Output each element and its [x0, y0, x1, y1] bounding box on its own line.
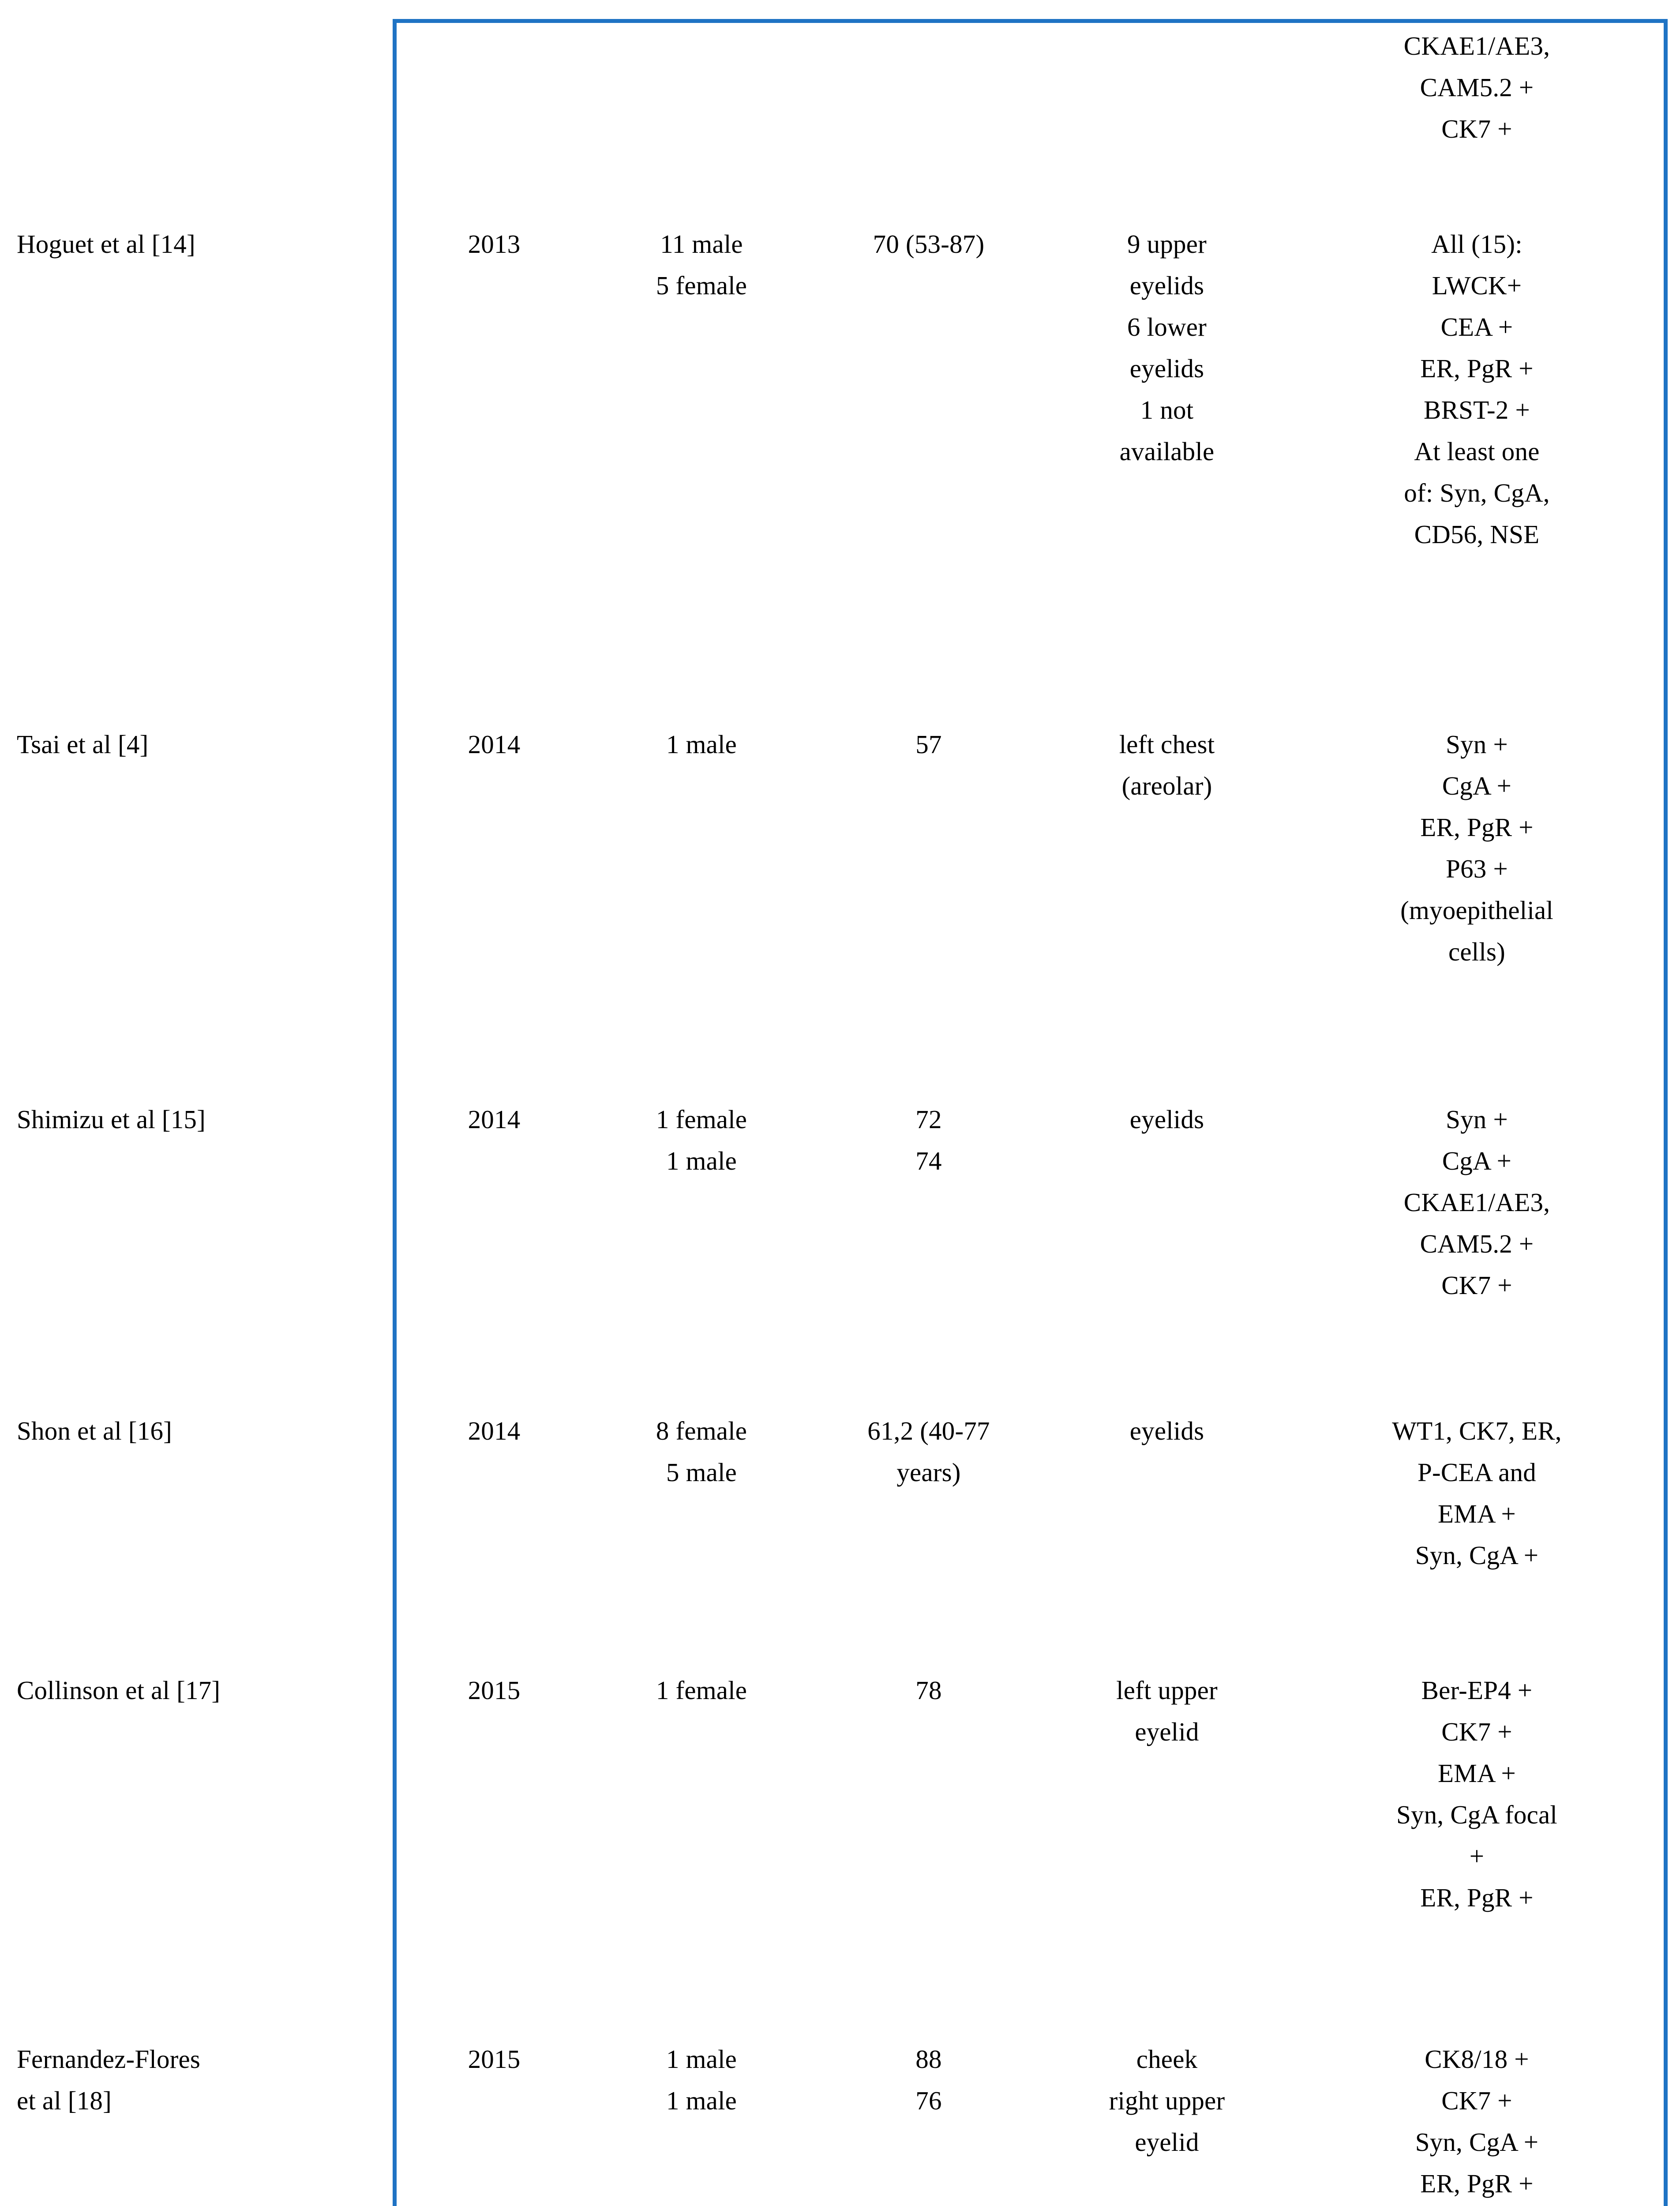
cell-immunohistochemistry: CKAE1/AE3, CAM5.2 + CK7 + [1403, 31, 1550, 143]
cell-site: eyelids [1129, 1105, 1204, 1134]
cell-sex: 1 female 1 male [656, 1105, 747, 1175]
cell-age: 78 [915, 1676, 942, 1705]
cell-year: 2013 [468, 229, 521, 259]
cell-immunohistochemistry: WT1, CK7, ER, P-CEA and EMA + Syn, CgA + [1392, 1416, 1562, 1570]
cell-study: Fernandez-Flores et al [18] [17, 2045, 201, 2115]
table-row: Shimizu et al [15] 2014 1 female 1 male … [0, 1092, 1680, 1404]
cell-age: 88 76 69 [915, 2045, 942, 2115]
cell-immunohistochemistry: CK8/18 + CK7 + Syn, CgA + ER, PgR + [1415, 2045, 1539, 2198]
cell-study: Tsai et al [4] [17, 730, 149, 759]
cell-study: Collinson et al [17] [17, 1676, 221, 1705]
cell-year: 2015 [468, 2045, 521, 2074]
cell-study: Shimizu et al [15] [17, 1105, 206, 1134]
cell-year: 2014 [468, 730, 521, 759]
cell-sex: 1 male [666, 730, 737, 759]
cell-age: 70 (53-87) [873, 229, 985, 259]
cell-site: 9 upper eyelids 6 lower eyelids 1 not av… [1119, 229, 1215, 466]
cell-age: 61,2 (40-77 years) [867, 1416, 990, 1487]
table-row: Collinson et al [17] 2015 1 female 78 le… [0, 1663, 1680, 2032]
cell-age: 72 74 [915, 1105, 942, 1175]
table-row: Tsai et al [4] 2014 1 male 57 left chest… [0, 717, 1680, 1092]
cell-immunohistochemistry: Syn + CgA + ER, PgR + P63 + (myoepitheli… [1400, 730, 1553, 966]
cell-site: eyelids [1129, 1416, 1204, 1445]
cell-immunohistochemistry: Syn + CgA + CKAE1/AE3, CAM5.2 + CK7 + [1403, 1105, 1550, 1300]
cell-sex: 1 male 1 male 1 female [666, 2045, 737, 2115]
cell-year: 2015 [468, 1676, 521, 1705]
table-row: Fernandez-Flores et al [18] 2015 1 male … [0, 2032, 1680, 2206]
cell-year: 2014 [468, 1416, 521, 1445]
table-row: Shon et al [16] 2014 8 female 5 male 61,… [0, 1404, 1680, 1663]
cell-sex: 11 male 5 female [656, 229, 747, 300]
cell-site: left chest (areolar) [1119, 730, 1215, 800]
cell-immunohistochemistry: Ber-EP4 + CK7 + EMA + Syn, CgA focal + E… [1396, 1676, 1557, 1912]
cell-site: left upper eyelid [1116, 1676, 1218, 1746]
cell-sex: 8 female 5 male [656, 1416, 747, 1487]
table-border-frame [393, 19, 1668, 2206]
table-row: Hoguet et al [14] 2013 11 male 5 female … [0, 217, 1680, 717]
cell-site: cheek right upper eyelid right upper eye… [1109, 2045, 1225, 2157]
cell-age: 57 [915, 730, 942, 759]
table-row-continuation: CKAE1/AE3, CAM5.2 + CK7 + [0, 19, 1680, 217]
cell-immunohistochemistry: All (15): LWCK+ CEA + ER, PgR + BRST-2 +… [1404, 229, 1550, 549]
cell-study: Shon et al [16] [17, 1416, 172, 1445]
cell-year: 2014 [468, 1105, 521, 1134]
cell-study: Hoguet et al [14] [17, 229, 195, 259]
cell-sex: 1 female [656, 1676, 747, 1705]
